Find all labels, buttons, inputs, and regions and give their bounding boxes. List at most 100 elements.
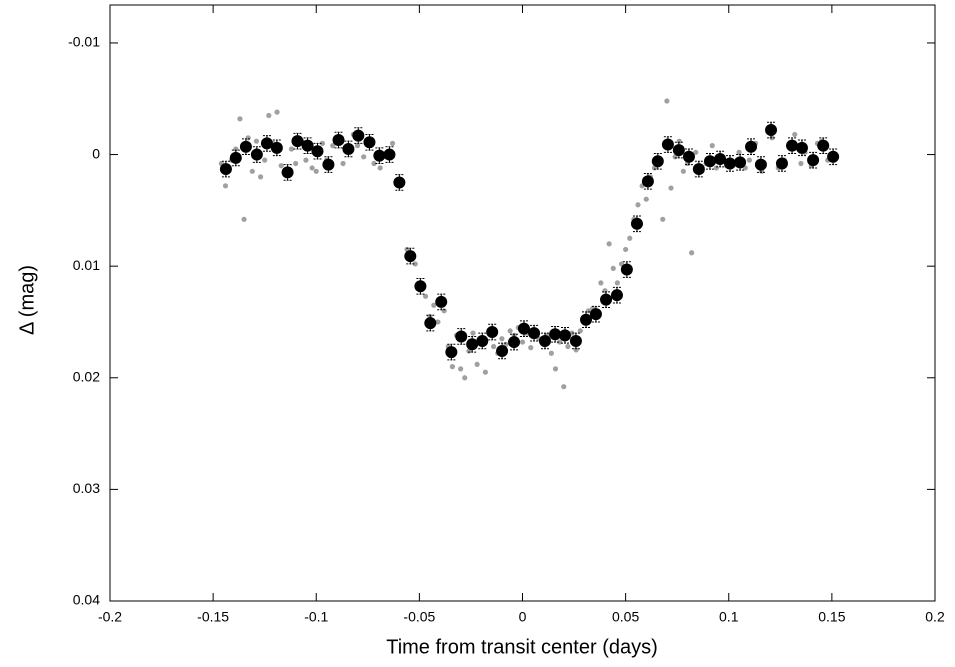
binned-point: [250, 148, 263, 161]
data-point: [241, 216, 247, 222]
binned-point: [558, 329, 571, 342]
binned-point: [404, 250, 417, 263]
binned-point: [723, 157, 736, 170]
binned-point: [692, 163, 705, 176]
data-point: [371, 160, 377, 167]
binned-point: [682, 150, 695, 163]
data-point: [262, 157, 268, 163]
binned-point: [580, 313, 593, 326]
data-point: [449, 364, 455, 370]
x-tick-label: 0.15: [818, 609, 845, 625]
data-point: [623, 246, 629, 253]
binned-point: [765, 124, 778, 137]
binned-point: [486, 326, 499, 339]
binned-point: [807, 154, 820, 167]
binned-point: [435, 295, 448, 308]
binned-point: [630, 217, 643, 230]
data-point: [602, 288, 608, 294]
y-tick-label: 0: [92, 145, 100, 161]
binned-point: [528, 327, 541, 340]
binned-point: [455, 330, 468, 343]
data-point: [233, 146, 239, 152]
binned-point: [754, 158, 767, 171]
binned-point: [332, 134, 345, 147]
binned-point: [229, 151, 242, 164]
data-point: [412, 261, 418, 267]
binned-point: [517, 322, 530, 335]
data-point: [482, 369, 488, 375]
data-point: [635, 202, 641, 208]
data-point: [389, 140, 396, 146]
data-point: [798, 160, 804, 167]
binned-point: [301, 139, 314, 152]
data-point: [288, 146, 295, 152]
y-tick-label: -0.01: [68, 34, 100, 50]
data-point: [441, 308, 447, 314]
binned-point: [496, 344, 509, 357]
x-tick-label: -0.15: [197, 609, 229, 625]
binned-point: [291, 135, 304, 148]
data-point: [561, 384, 567, 390]
data-point: [377, 165, 383, 171]
x-tick-label: 0: [519, 609, 527, 625]
binned-point: [589, 308, 602, 321]
binned-point: [270, 141, 283, 154]
x-axis-title: Time from transit center (days): [386, 636, 658, 658]
y-tick-label: 0.01: [73, 257, 100, 273]
x-tick-label: -0.1: [304, 609, 328, 625]
data-point: [313, 168, 319, 174]
binned-point: [476, 334, 489, 347]
data-point: [746, 157, 752, 163]
data-point: [693, 149, 699, 155]
binned-point: [322, 158, 335, 171]
data-point: [274, 109, 280, 115]
binned-point: [641, 175, 654, 188]
binned-point: [383, 148, 396, 161]
binned-point: [661, 138, 674, 151]
binned-point: [342, 142, 355, 155]
data-point: [606, 241, 612, 247]
binned-point: [610, 289, 623, 302]
data-point: [577, 328, 583, 334]
data-point: [643, 196, 649, 202]
data-point: [499, 336, 505, 342]
binned-point: [373, 149, 386, 162]
data-point: [422, 293, 429, 299]
binned-point: [445, 346, 458, 359]
data-point: [431, 302, 437, 308]
data-point: [330, 143, 336, 149]
x-tick-label: 0.05: [612, 609, 639, 625]
binned-point: [734, 156, 747, 169]
data-point: [491, 343, 497, 350]
binned-point: [569, 334, 582, 347]
binned-point: [352, 129, 365, 142]
binned-point: [786, 139, 799, 152]
y-axis-title: Δ (mag): [16, 265, 38, 335]
binned-point: [281, 166, 294, 179]
data-point: [565, 343, 571, 350]
binned-point: [745, 140, 758, 153]
data-point: [528, 345, 534, 351]
binned-point: [260, 137, 273, 150]
data-point: [610, 265, 616, 272]
data-point: [689, 250, 695, 256]
data-point: [552, 366, 559, 372]
data-point: [253, 138, 260, 144]
data-point: [709, 143, 715, 149]
data-point: [266, 112, 272, 119]
y-tick-label: 0.04: [73, 592, 100, 608]
binned-point: [538, 334, 551, 347]
data-point: [474, 361, 480, 367]
binned-point: [424, 317, 437, 330]
data-point: [557, 339, 563, 345]
data-point: [458, 366, 464, 372]
binned-point: [414, 280, 427, 293]
data-point: [319, 140, 326, 146]
binned-point: [600, 293, 613, 306]
data-point: [736, 149, 742, 155]
x-tick-label: -0.05: [403, 609, 435, 625]
y-tick-label: 0.02: [73, 368, 100, 384]
data-point: [435, 319, 441, 325]
data-point: [598, 280, 604, 286]
data-point: [293, 160, 299, 167]
